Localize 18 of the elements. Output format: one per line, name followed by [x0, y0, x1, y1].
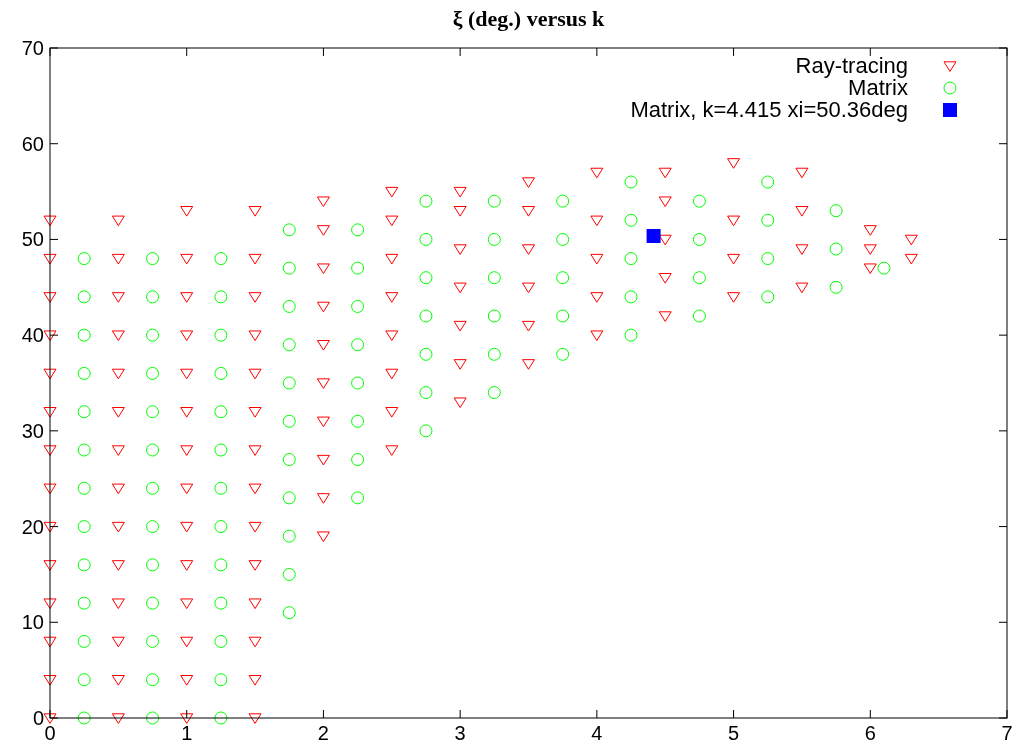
chart-title: ξ (deg.) versus k	[452, 6, 606, 31]
y-tick-label: 50	[21, 228, 44, 251]
y-tick-label: 30	[21, 419, 44, 442]
x-tick-label: 2	[317, 722, 329, 744]
x-tick-label: 3	[454, 722, 466, 744]
y-tick-label: 40	[21, 324, 44, 347]
y-tick-label: 0	[32, 707, 44, 729]
legend-label: Ray-tracing	[795, 53, 908, 78]
y-tick-label: 70	[21, 37, 44, 59]
y-tick-label: 10	[21, 611, 44, 634]
y-tick-label: 20	[21, 515, 44, 538]
x-tick-label: 1	[181, 722, 193, 744]
x-tick-label: 7	[1001, 722, 1013, 744]
x-tick-label: 6	[864, 722, 876, 744]
x-tick-label: 4	[591, 722, 603, 744]
y-tick-label: 60	[21, 132, 44, 155]
x-tick-label: 5	[728, 722, 740, 744]
legend-label: Matrix, k=4.415 xi=50.36deg	[630, 97, 908, 122]
